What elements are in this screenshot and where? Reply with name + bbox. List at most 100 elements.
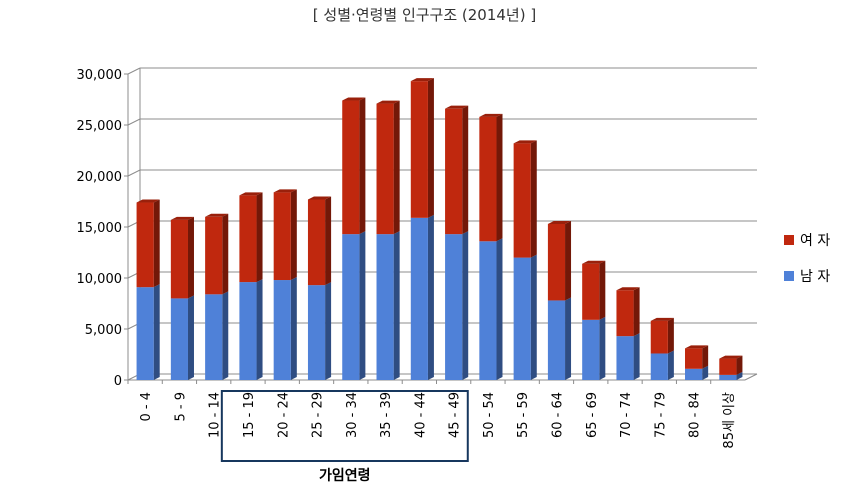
bar-male-side: [667, 350, 674, 380]
bar-female-top: [136, 199, 160, 203]
bar-male: [445, 234, 463, 380]
bar-male-side: [736, 371, 743, 380]
legend-label: 남 자: [800, 269, 830, 285]
x-tick-label: 5 - 9: [173, 392, 188, 422]
bar-male: [239, 282, 257, 380]
bar-female: [410, 81, 428, 218]
bar-male-side: [565, 297, 572, 380]
grid-line: [127, 169, 141, 177]
bar-female: [239, 195, 257, 283]
bar-female: [650, 320, 668, 354]
bar-female-top: [547, 220, 572, 224]
bar-male: [650, 353, 668, 380]
y-tick-label: 15,000: [77, 221, 123, 236]
bar-male-side: [496, 238, 503, 380]
bar-female-side: [565, 220, 572, 301]
bar-female: [547, 223, 566, 301]
bar-female-top: [205, 213, 229, 217]
bar-female-top: [273, 189, 297, 193]
bar-female: [685, 348, 703, 369]
bar-male: [547, 300, 566, 380]
bar-female-top: [445, 105, 469, 109]
bar-female-top: [479, 113, 503, 117]
bar-male: [616, 336, 634, 380]
childbearing-age-box: [220, 390, 469, 462]
grid-line: [127, 118, 141, 126]
x-tick-label: 60 - 64: [550, 392, 565, 438]
y-tick-label: 25,000: [77, 119, 123, 134]
x-tick-label: 45 - 49: [448, 392, 463, 438]
bar-female-top: [719, 355, 743, 359]
bar-female-top: [513, 140, 537, 144]
bar-female-side: [427, 78, 434, 218]
x-tick-label: 75 - 79: [653, 392, 668, 438]
grid-line: [127, 67, 141, 75]
bar-female: [616, 290, 634, 337]
y-tick-label: 5,000: [85, 323, 122, 338]
legend-swatch: [784, 271, 794, 281]
bar-female-side: [496, 113, 503, 242]
bar-female: [445, 108, 463, 235]
x-tick-label: 35 - 39: [379, 392, 394, 438]
bar-female: [376, 103, 394, 235]
bar-female-top: [410, 78, 434, 82]
bar-female: [307, 199, 326, 286]
bar-male-side: [393, 231, 400, 380]
floor-edge: [744, 373, 758, 381]
bar-female: [205, 216, 223, 295]
bar-female-top: [170, 216, 194, 220]
childbearing-age-label: 가임연령: [319, 468, 371, 484]
bar-male: [307, 285, 326, 380]
bar-male: [513, 257, 531, 380]
bar-female-top: [239, 192, 263, 196]
bar-female-side: [187, 216, 194, 299]
bar-female-top: [582, 260, 606, 264]
bar-male-side: [633, 333, 640, 380]
x-tick-labels: 0 - 4 5 - 9 10 - 14 15 - 19 20 - 24 25 - 29 30…: [139, 392, 737, 449]
bar-female: [136, 202, 154, 288]
bar-female-side: [359, 97, 366, 235]
bar-female-side: [325, 196, 332, 286]
bar-female-top: [307, 196, 332, 200]
bar-female-side: [290, 189, 297, 281]
bar-male-side: [290, 277, 297, 380]
bar-female-side: [462, 105, 469, 235]
legend: 여 자남 자: [784, 233, 830, 285]
y-tick-label: 10,000: [77, 272, 123, 287]
bar-male: [719, 374, 737, 380]
x-tick-label: 30 - 34: [345, 392, 360, 438]
bar-female-side: [667, 317, 674, 354]
bar-female: [513, 143, 531, 258]
x-tick-label: 80 - 84: [688, 392, 703, 438]
bar-female-top: [376, 100, 400, 104]
bar-female: [273, 192, 291, 281]
bar-female-side: [222, 213, 229, 295]
bar-female-side: [153, 199, 160, 288]
bar-male-side: [222, 291, 229, 380]
bar-female-side: [393, 100, 400, 235]
x-tick-label: 20 - 24: [276, 392, 291, 438]
bar-male: [582, 319, 600, 380]
bar-female-side: [702, 345, 709, 369]
bar-female-top: [650, 317, 674, 321]
bar-male-side: [427, 214, 434, 380]
bar-male-side: [702, 365, 709, 380]
x-tick-label: 50 - 54: [482, 392, 497, 438]
y-tick-labels: 0 5,000 10,000 15,000 20,000 25,000 30,000: [77, 68, 123, 389]
y-tick-label: 30,000: [77, 68, 123, 83]
bar-female: [342, 100, 360, 235]
y-tick-label: 20,000: [77, 170, 123, 185]
bar-male-side: [325, 282, 332, 380]
bar-female-top: [342, 97, 366, 101]
x-tick-label: 25 - 29: [311, 392, 326, 438]
bar-male-side: [599, 316, 606, 380]
bar-male-side: [462, 231, 469, 380]
bar-male-side: [187, 295, 194, 380]
x-tick-label: 40 - 44: [413, 392, 428, 438]
bar-male: [170, 298, 188, 380]
x-tick-label: 55 - 59: [516, 392, 531, 438]
bar-male-side: [530, 254, 537, 380]
x-tick-label: 15 - 19: [242, 392, 257, 438]
bar-male: [410, 217, 428, 380]
